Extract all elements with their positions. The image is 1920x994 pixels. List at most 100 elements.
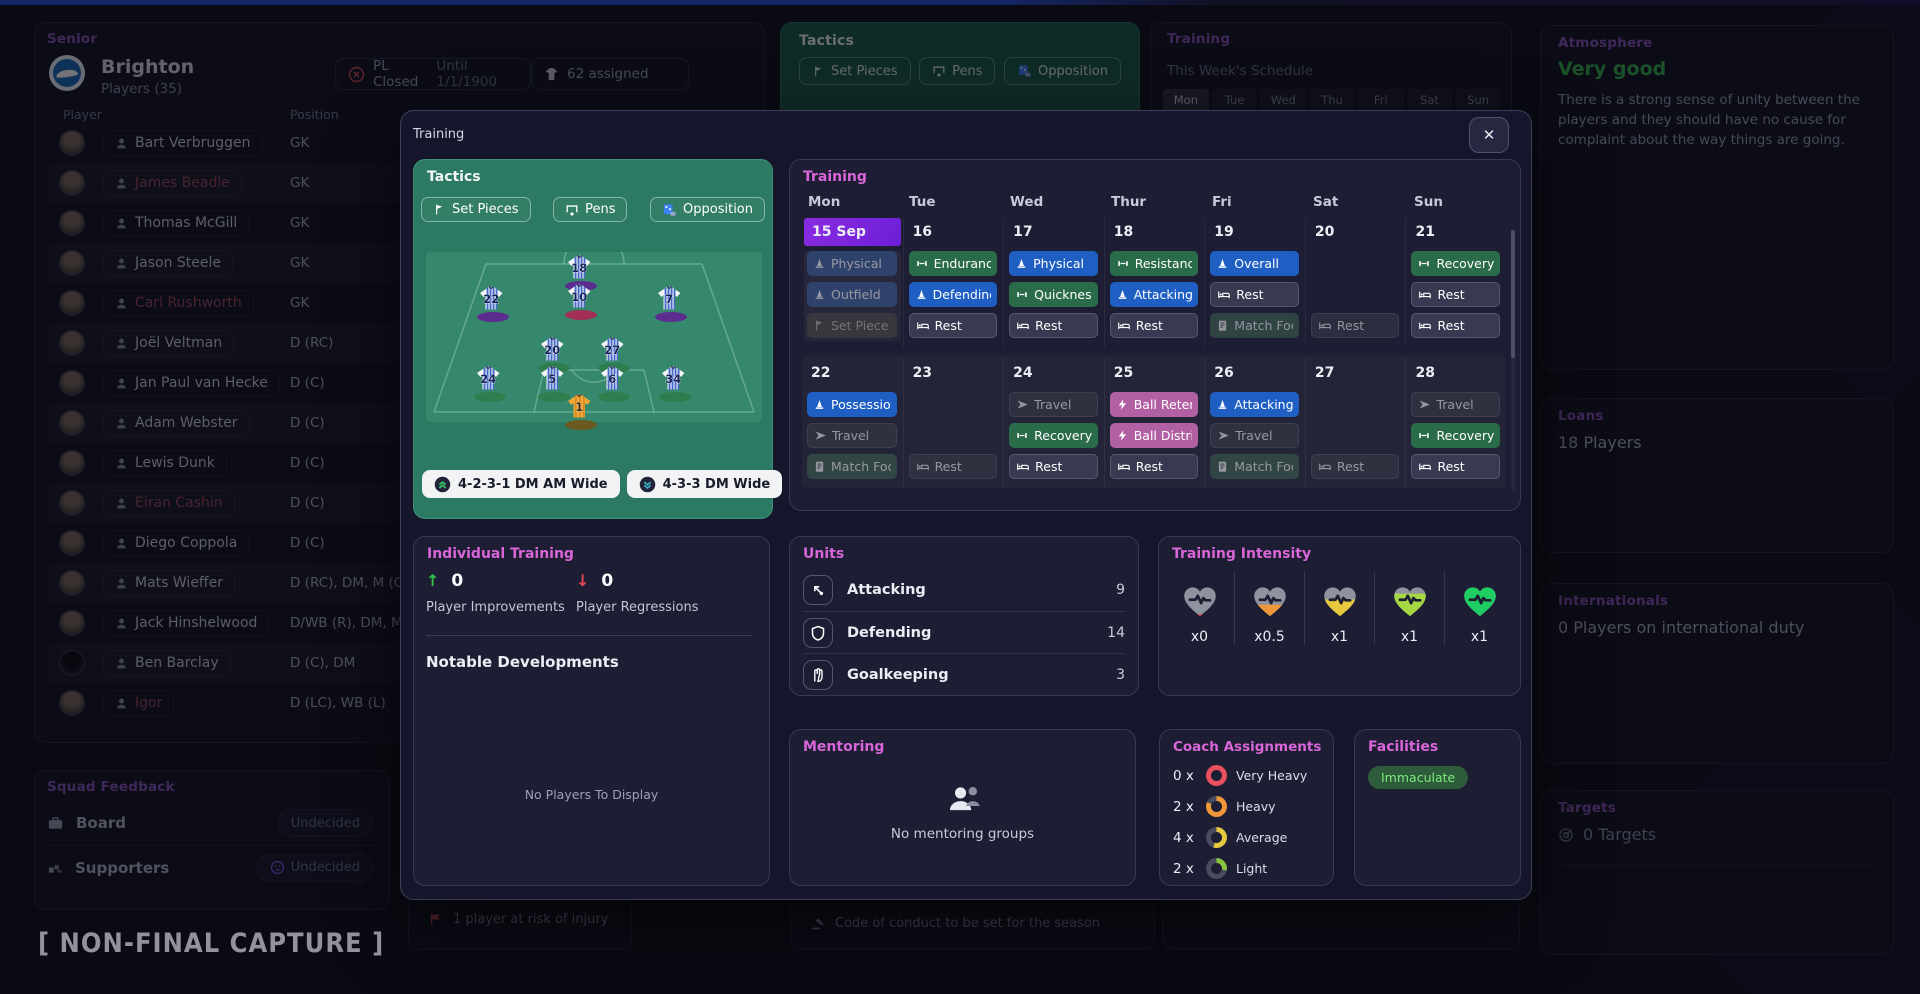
pitch-player-34[interactable]: 34 xyxy=(658,365,691,402)
pitch-player-27[interactable]: 27 xyxy=(598,336,631,373)
pitch-player-20[interactable]: 20 xyxy=(537,336,570,373)
svg-text:24: 24 xyxy=(480,372,496,386)
training-session-chip[interactable]: Ball Retention xyxy=(1109,392,1199,417)
calendar-date[interactable]: 24 xyxy=(1013,365,1033,381)
goalkeeping-icon xyxy=(810,667,826,683)
player-base xyxy=(658,391,691,402)
cone-icon xyxy=(1116,288,1129,301)
calendar-date[interactable]: 26 xyxy=(1214,365,1234,381)
calendar-date[interactable]: 25 xyxy=(1113,365,1134,381)
training-session-chip[interactable]: Rest xyxy=(1411,454,1501,479)
training-session-chip[interactable]: Possession xyxy=(807,392,897,417)
tactics-button-opposition[interactable]: Opposition xyxy=(650,197,765,222)
training-session-chip[interactable]: Recovery xyxy=(1411,423,1501,448)
training-session-chip[interactable]: Ball Distribution xyxy=(1109,423,1199,448)
training-session-chip[interactable]: Set Piece xyxy=(807,313,897,338)
coach-assignment-row-heavy: 2 x Heavy xyxy=(1173,791,1325,822)
training-session-chip[interactable]: Physical xyxy=(807,251,897,276)
calendar-date[interactable]: 19 xyxy=(1214,224,1234,240)
training-session-chip[interactable]: Overall xyxy=(1210,251,1299,276)
intensity-level-4: x1 xyxy=(1444,571,1514,645)
heart-icon xyxy=(1462,585,1498,619)
calendar-scrollbar[interactable] xyxy=(1511,230,1515,490)
bed-icon xyxy=(1418,460,1432,473)
training-session-chip[interactable]: Rest xyxy=(1009,454,1098,479)
training-session-chip[interactable]: Physical xyxy=(1009,251,1098,276)
calendar-day-25: 25 Ball Retention Ball Distribution Rest xyxy=(1103,359,1205,488)
corner-flag-icon xyxy=(813,319,826,332)
pitch-player-6[interactable]: 6 xyxy=(598,365,631,402)
pitch-player-10[interactable]: 10 xyxy=(564,283,597,320)
training-session-chip[interactable]: Outfield xyxy=(807,282,897,307)
training-session-chip[interactable]: Rest xyxy=(1310,313,1400,338)
training-session-chip[interactable]: Rest xyxy=(1109,454,1199,479)
training-session-chip[interactable]: Rest xyxy=(908,313,998,338)
training-session-chip[interactable]: Recovery xyxy=(1411,251,1501,276)
training-session-chip[interactable]: Match Focus xyxy=(1210,313,1299,338)
calendar-day-15-sep: 15 Sep Physical Outfield Set Piece xyxy=(802,218,903,347)
pitch-player-1[interactable]: 1 xyxy=(564,393,597,431)
heart-icon xyxy=(1252,585,1288,619)
training-session-chip[interactable]: Travel xyxy=(1009,392,1098,417)
training-session-chip[interactable]: Travel xyxy=(807,423,897,448)
tactics-button-set-pieces[interactable]: Set Pieces xyxy=(421,197,531,222)
unit-count: 14 xyxy=(1107,624,1125,641)
close-icon[interactable]: ✕ xyxy=(1469,117,1509,153)
training-session-chip[interactable]: Attacking xyxy=(1109,282,1199,307)
unit-row-attacking[interactable]: Attacking 9 xyxy=(803,569,1125,611)
calendar-date[interactable]: 16 xyxy=(912,224,933,240)
pitch-player-5[interactable]: 5 xyxy=(537,365,570,402)
training-session-chip[interactable]: Defending xyxy=(908,282,998,307)
calendar-date[interactable]: 28 xyxy=(1415,365,1435,381)
training-session-chip[interactable]: Rest xyxy=(1009,313,1098,338)
no-mentoring-message: No mentoring groups xyxy=(890,826,1035,842)
calendar-date[interactable]: 20 xyxy=(1314,224,1335,240)
unit-row-defending[interactable]: Defending 14 xyxy=(803,611,1125,653)
training-session-chip[interactable]: Rest xyxy=(1411,313,1501,338)
calendar-date[interactable]: 21 xyxy=(1415,224,1435,240)
formation-button-4-2-3-1-dm-am-wide[interactable]: 4-2-3-1 DM AM Wide xyxy=(422,470,620,498)
bed-icon xyxy=(916,460,930,473)
svg-text:7: 7 xyxy=(665,292,673,306)
training-session-chip[interactable]: Travel xyxy=(1210,423,1299,448)
pitch-player-22[interactable]: 22 xyxy=(477,285,510,322)
training-session-chip[interactable]: Endurance xyxy=(908,251,998,276)
pitch-player-18[interactable]: 18 xyxy=(564,254,597,291)
individual-training-title: Individual Training xyxy=(427,546,574,562)
calendar-date[interactable]: 17 xyxy=(1013,224,1033,240)
coach-assignment-row-very-heavy: 0 x Very Heavy xyxy=(1173,760,1325,791)
training-session-chip[interactable]: Quickness xyxy=(1009,282,1098,307)
tactics-title: Tactics xyxy=(427,169,481,185)
pitch-player-24[interactable]: 24 xyxy=(473,365,506,402)
tactics-button-pens[interactable]: Pens xyxy=(553,197,628,222)
calendar-date[interactable]: 18 xyxy=(1113,224,1134,240)
units-card: Units Attacking 9 Defending 14 Goalkeeping 3 xyxy=(789,536,1139,696)
training-session-chip[interactable]: Match Focus xyxy=(1210,454,1299,479)
calendar-date[interactable]: 27 xyxy=(1314,365,1335,381)
formation-button-4-3-3-dm-wide[interactable]: 4-3-3 DM Wide xyxy=(626,470,783,498)
svg-text:10: 10 xyxy=(571,290,587,304)
plane-icon xyxy=(1217,429,1230,442)
training-session-chip[interactable]: Attacking xyxy=(1210,392,1299,417)
bolt-icon xyxy=(1116,429,1129,442)
pitch-player-7[interactable]: 7 xyxy=(655,285,688,322)
training-session-chip[interactable]: Rest xyxy=(1310,454,1400,479)
training-session-chip[interactable]: Match Focus xyxy=(807,454,897,479)
training-session-chip[interactable]: Recovery xyxy=(1009,423,1098,448)
player-base xyxy=(598,391,631,402)
heart-icon xyxy=(1392,585,1428,619)
training-session-chip[interactable]: Travel xyxy=(1411,392,1501,417)
intensity-multiplier: x1 xyxy=(1470,629,1489,645)
calendar-date[interactable]: 23 xyxy=(912,365,933,381)
individual-training-card: Individual Training ↑ 0 Player Improvemen… xyxy=(413,536,770,886)
training-session-chip[interactable]: Rest xyxy=(1210,282,1299,307)
training-session-chip[interactable]: Rest xyxy=(1411,282,1501,307)
training-session-chip[interactable]: Rest xyxy=(908,454,998,479)
calendar-date[interactable]: 15 Sep xyxy=(804,218,901,246)
training-session-chip[interactable]: Rest xyxy=(1109,313,1199,338)
calendar-date[interactable]: 22 xyxy=(811,365,831,381)
unit-row-goalkeeping[interactable]: Goalkeeping 3 xyxy=(803,653,1125,695)
svg-text:27: 27 xyxy=(604,343,620,357)
bed-icon xyxy=(1418,288,1432,301)
training-session-chip[interactable]: Resistance xyxy=(1109,251,1199,276)
